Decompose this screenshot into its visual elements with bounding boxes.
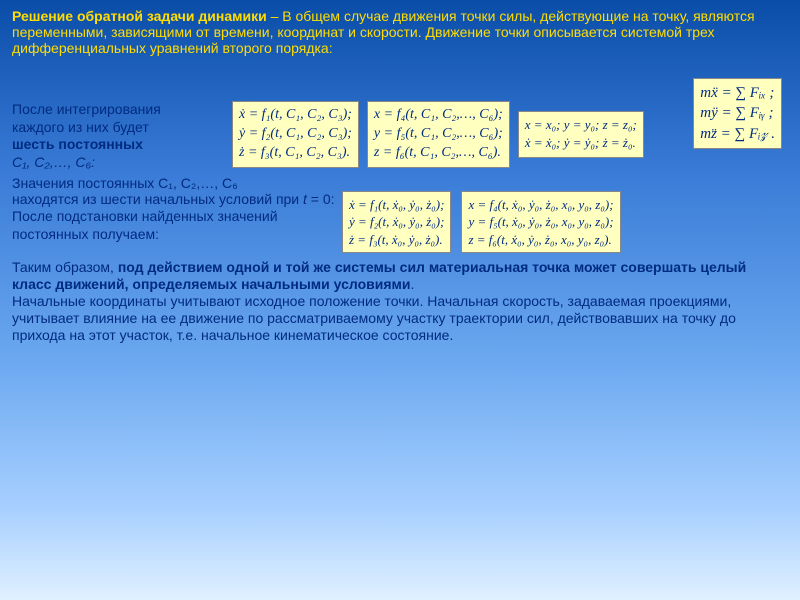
- eq-g4-box: x = f₄(t, ẋ₀, ẏ₀, ż₀, x₀, y₀, z₀); y = f…: [461, 191, 620, 254]
- ai-line4: C₁, C₂,…, C₆:: [12, 154, 95, 170]
- eq-f1-l3: ż = f₃(t, C₁, C₂, C₃).: [239, 144, 352, 163]
- sum-eq-line3: mz̈ = ∑ Fᵢ𝓏 .: [700, 124, 775, 144]
- slide-title: Решение обратной задачи динамики: [12, 8, 267, 24]
- eq-f1-box: ẋ = f₁(t, C₁, C₂, C₃); ẏ = f₂(t, C₁, C₂,…: [232, 101, 359, 168]
- intro-block: Решение обратной задачи динамики – В общ…: [12, 8, 788, 56]
- row-2: находятся из шести начальных условий при…: [12, 191, 788, 254]
- ic-l2: ẋ = ẋ₀; ẏ = ẏ₀; ż = ż₀.: [525, 134, 637, 152]
- slide-root: Решение обратной задачи динамики – В общ…: [0, 0, 800, 600]
- sum-eq-line1: mẍ = ∑ Fᵢₓ ;: [700, 83, 775, 103]
- b2: Начальные координаты учитывают исходное …: [12, 293, 736, 343]
- initial-conditions-box: x = x₀; y = y₀; z = z₀; ẋ = ẋ₀; ẏ = ẏ₀; …: [518, 111, 644, 157]
- b1c: .: [410, 276, 414, 292]
- r2-t2b: = 0:: [307, 191, 335, 207]
- eq-f4-l3: z = f₆(t, C₁, C₂,…, C₆).: [374, 144, 503, 163]
- eq-g1-l1: ẋ = f₁(t, ẋ₀, ẏ₀, ż₀);: [349, 196, 444, 214]
- eq-g4-l2: y = f₅(t, ẋ₀, ẏ₀, ż₀, x₀, y₀, z₀);: [468, 213, 613, 231]
- sum-equations-box: mẍ = ∑ Fᵢₓ ; mÿ = ∑ Fᵢᵧ ; mz̈ = ∑ Fᵢ𝓏 .: [693, 78, 782, 149]
- b1b: под действием одной и той же системы сил…: [12, 259, 746, 292]
- ai-line3: шесть постоянных: [12, 136, 143, 152]
- eq-g4-l1: x = f₄(t, ẋ₀, ẏ₀, ż₀, x₀, y₀, z₀);: [468, 196, 613, 214]
- constants-text: Значения постоянных C₁, C₂,…, C₆: [12, 175, 238, 191]
- b1a: Таким образом,: [12, 259, 118, 275]
- eq-f4-l2: y = f₅(t, C₁, C₂,…, C₆);: [374, 125, 503, 144]
- after-integration-text: После интегрирования каждого из них буде…: [12, 101, 232, 171]
- eq-g1-l2: ẏ = f₂(t, ẋ₀, ẏ₀, ż₀);: [349, 213, 444, 231]
- eq-f4-box: x = f₄(t, C₁, C₂,…, C₆); y = f₅(t, C₁, C…: [367, 101, 510, 168]
- row2-left: находятся из шести начальных условий при…: [12, 191, 342, 244]
- row1-eq-group: ẋ = f₁(t, C₁, C₂, C₃); ẏ = f₂(t, C₁, C₂,…: [232, 101, 652, 168]
- ic-l1: x = x₀; y = y₀; z = z₀;: [525, 116, 637, 134]
- sum-eq-line2: mÿ = ∑ Fᵢᵧ ;: [700, 103, 775, 123]
- r2-t3: После подстановки найденных значений пос…: [12, 208, 278, 242]
- r2-t2a: находятся из шести начальных условий при: [12, 191, 303, 207]
- eq-g1-box: ẋ = f₁(t, ẋ₀, ẏ₀, ż₀); ẏ = f₂(t, ẋ₀, ẏ₀,…: [342, 191, 451, 254]
- bottom-text: Таким образом, под действием одной и той…: [12, 259, 788, 343]
- ai-line2: каждого из них будет: [12, 119, 149, 135]
- eq-g1-l3: ż = f₃(t, ẋ₀, ẏ₀, ż₀).: [349, 231, 444, 249]
- eq-g4-l3: z = f₆(t, ẋ₀, ẏ₀, ż₀, x₀, y₀, z₀).: [468, 231, 613, 249]
- eq-f4-l1: x = f₄(t, C₁, C₂,…, C₆);: [374, 106, 503, 125]
- ai-line1: После интегрирования: [12, 101, 161, 117]
- row-1: После интегрирования каждого из них буде…: [12, 101, 788, 171]
- eq-f1-l2: ẏ = f₂(t, C₁, C₂, C₃);: [239, 125, 352, 144]
- eq-f1-l1: ẋ = f₁(t, C₁, C₂, C₃);: [239, 106, 352, 125]
